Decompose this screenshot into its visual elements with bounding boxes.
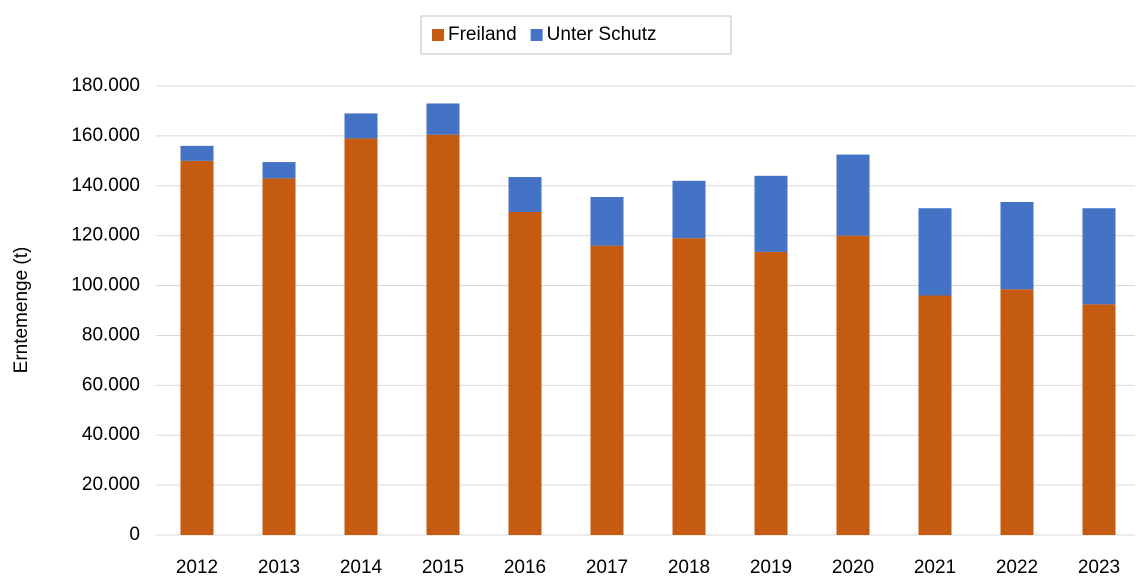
x-tick-label: 2014 — [340, 557, 383, 578]
bar-segment — [672, 238, 706, 535]
y-tick-label: 120.000 — [71, 225, 140, 246]
x-tick-label: 2023 — [1078, 557, 1120, 578]
bar-segment — [836, 235, 870, 535]
bar-segment — [836, 154, 870, 236]
y-tick-label: 100.000 — [71, 275, 140, 296]
y-tick-label: 60.000 — [82, 374, 140, 395]
y-tick-label: 40.000 — [82, 424, 140, 445]
legend-label: Unter Schutz — [547, 24, 657, 45]
bar-segment — [180, 160, 214, 536]
bar-segment — [590, 197, 624, 246]
bar-segment — [918, 208, 952, 296]
x-tick-label: 2021 — [914, 557, 956, 578]
y-tick-label: 20.000 — [82, 474, 140, 495]
y-tick-label: 0 — [129, 524, 140, 545]
bar-segment — [918, 295, 952, 535]
x-tick-label: 2017 — [586, 557, 628, 578]
bar-segment — [180, 145, 214, 161]
x-tick-label: 2015 — [422, 557, 464, 578]
y-tick-label: 180.000 — [71, 75, 140, 96]
y-tick-label: 160.000 — [71, 125, 140, 146]
y-axis-label: Erntemenge (t) — [11, 247, 32, 374]
bar-segment — [672, 180, 706, 239]
legend-swatch — [530, 29, 543, 41]
legend-label: Freiland — [448, 24, 517, 45]
legend-swatch — [432, 29, 444, 41]
bar-segment — [1000, 201, 1034, 290]
x-tick-label: 2018 — [668, 557, 710, 578]
bar-segment — [1082, 208, 1116, 305]
x-tick-label: 2020 — [832, 557, 874, 578]
bar-segment — [344, 113, 378, 139]
bar-segment — [262, 162, 296, 179]
x-tick-label: 2013 — [258, 557, 300, 578]
bar-segment — [262, 178, 296, 536]
bar-segment — [754, 175, 788, 252]
bar-segment — [590, 245, 624, 535]
legend-box — [420, 15, 732, 55]
bar-segment — [754, 251, 788, 535]
y-tick-label: 80.000 — [82, 324, 140, 345]
bar-segment — [426, 103, 460, 135]
bar-segment — [508, 211, 542, 535]
bar-segment — [344, 138, 378, 535]
x-tick-label: 2016 — [504, 557, 546, 578]
x-tick-label: 2012 — [176, 557, 218, 578]
bar-segment — [508, 177, 542, 212]
x-tick-label: 2022 — [996, 557, 1038, 578]
bar-segment — [1082, 304, 1116, 535]
bar-segment — [426, 134, 460, 535]
bar-segment — [1000, 289, 1034, 535]
x-tick-label: 2019 — [750, 557, 792, 578]
y-tick-label: 140.000 — [71, 175, 140, 196]
